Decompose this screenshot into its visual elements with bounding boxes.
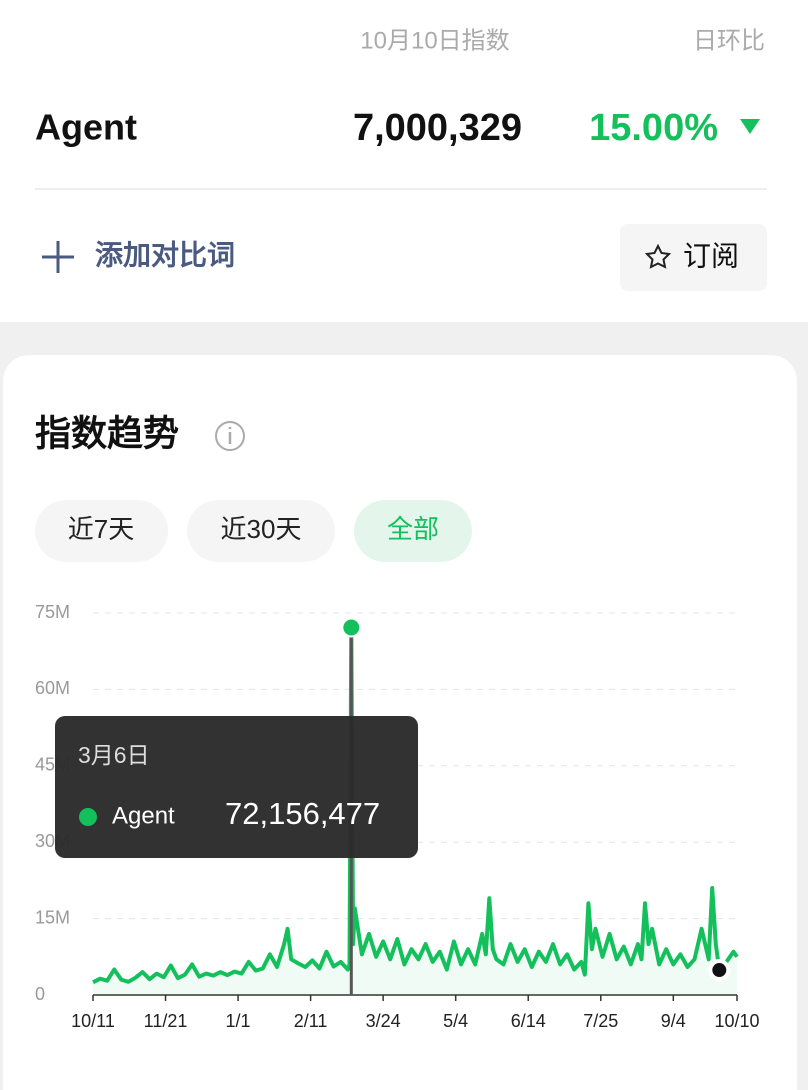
subscribe-button[interactable]: 订阅	[620, 224, 767, 291]
x-tick-label: 11/21	[144, 1011, 188, 1031]
tooltip-value: 72,156,477	[225, 796, 380, 831]
star-icon	[644, 243, 672, 269]
range-7[interactable]: 近7天	[35, 500, 168, 562]
tooltip-bg	[55, 716, 418, 858]
x-tick-label: 3/24	[366, 1011, 401, 1031]
range-all[interactable]: 全部	[354, 500, 472, 562]
y-tick-label: 15M	[35, 907, 70, 927]
change-label: 日环比	[693, 27, 765, 54]
range-bg	[187, 500, 335, 562]
subscribe-text: 订阅	[683, 240, 739, 271]
range-30[interactable]: 近30天	[187, 500, 335, 562]
index-value: 7,000,329	[353, 107, 522, 149]
tooltip-swatch	[79, 808, 97, 826]
x-tick-label: 6/14	[511, 1011, 546, 1031]
current-point	[708, 959, 731, 982]
range-bg	[35, 500, 168, 562]
subscribe-bg	[620, 224, 767, 291]
info-circle	[215, 421, 245, 451]
line	[92, 625, 739, 985]
highlight-point	[341, 617, 362, 638]
x-tick-label: 2/11	[294, 1011, 328, 1031]
x-tick-label: 10/10	[714, 1011, 759, 1031]
x-tick-label: 10/11	[71, 1011, 115, 1031]
down-arrow	[740, 119, 760, 134]
range-text: 近7天	[68, 514, 134, 544]
x-tick-label: 5/4	[443, 1011, 468, 1031]
tooltip: 3月6日 Agent 72,156,477	[55, 716, 418, 858]
keyword: Agent	[35, 107, 137, 148]
plus-icon	[42, 241, 74, 273]
x-tick-label: 1/1	[226, 1011, 251, 1031]
range-text: 全部	[387, 514, 439, 544]
tooltip-series: Agent	[112, 802, 175, 829]
add-compare-text: 添加对比词	[95, 239, 235, 270]
tooltip-title: 3月6日	[78, 742, 150, 768]
info-icon[interactable]	[215, 421, 245, 451]
date-label: 10月10日指数	[360, 27, 509, 54]
change-value: 15.00%	[589, 107, 718, 149]
x-tick-label: 9/4	[661, 1011, 686, 1031]
y-tick-label: 75M	[35, 602, 70, 622]
y-tick-label: 60M	[35, 678, 70, 698]
y-tick-label: 0	[35, 984, 45, 1004]
range-text: 近30天	[221, 514, 302, 544]
add-compare-button[interactable]: 添加对比词	[42, 239, 235, 273]
range-bg	[354, 500, 472, 562]
card-title: 指数趋势	[35, 413, 179, 454]
x-tick-label: 7/25	[583, 1011, 618, 1031]
